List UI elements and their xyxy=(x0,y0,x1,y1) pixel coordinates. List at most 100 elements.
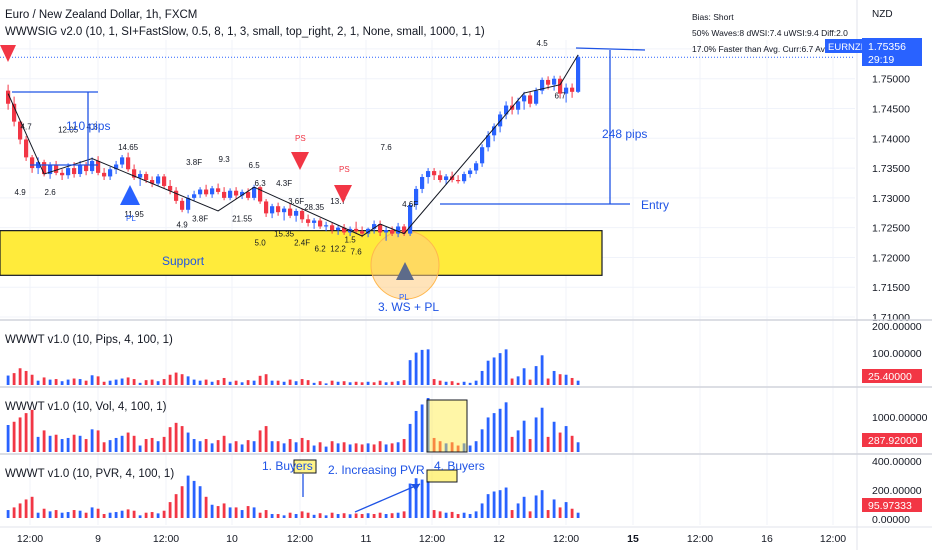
candle-body xyxy=(282,208,287,213)
pane-pvr-bar xyxy=(342,513,346,518)
candle-body xyxy=(432,171,437,176)
price-axis-label: 1.73500 xyxy=(872,163,910,175)
annot-110-pips: 110 pips xyxy=(66,119,110,133)
pane-pvr-bar xyxy=(108,512,112,518)
pane-pips-bar xyxy=(54,379,58,385)
pane-pvr-bar xyxy=(336,514,340,518)
pane-pips-bar xyxy=(198,380,202,385)
pane-pvr-bar xyxy=(228,507,232,518)
pane-pips-bar xyxy=(90,375,94,385)
pane-vol-bar xyxy=(486,417,490,452)
pane-vol-bar xyxy=(144,439,148,452)
pane-pvr-last-tag xyxy=(862,498,922,512)
pane-vol-bar xyxy=(528,439,532,452)
pane-vol-bar xyxy=(264,426,268,452)
candle-body xyxy=(168,185,173,191)
pane-pips-bar xyxy=(60,381,64,385)
pane-pvr-bar xyxy=(366,513,370,518)
pane-pvr-bar xyxy=(432,510,436,518)
pane-vol-bar xyxy=(504,402,508,452)
pane-vol-bar xyxy=(540,407,544,452)
pane-pvr-bar xyxy=(48,511,52,518)
candle-body xyxy=(558,78,563,94)
pane-pvr-bar xyxy=(486,494,490,518)
pane-pvr-bar xyxy=(390,513,394,518)
pane-pips-bar xyxy=(258,375,262,385)
pane-pvr-bar xyxy=(240,510,244,518)
wave-label: 6.2 xyxy=(315,244,327,253)
candle-body xyxy=(54,165,59,173)
pane-vol-bar xyxy=(150,437,154,452)
candle-body xyxy=(102,172,107,177)
pane-pips-bar xyxy=(24,370,28,385)
wave-label: 4.6F xyxy=(402,200,418,209)
candle-body xyxy=(240,191,245,196)
pane-pvr-bar xyxy=(522,496,526,518)
time-axis-label: 12:00 xyxy=(17,533,43,545)
pane-vol-bar xyxy=(42,430,46,452)
buyers-1-box xyxy=(293,459,317,474)
pane-vol-bar xyxy=(132,435,136,452)
pane-vol-bar xyxy=(348,444,352,452)
candle-body xyxy=(204,189,209,195)
annot-ws-pl: 3. WS + PL xyxy=(378,300,439,314)
pane-pips-bar xyxy=(570,377,574,385)
candle-body xyxy=(48,165,53,175)
candle-body xyxy=(474,163,479,171)
wave-label: 12.05 xyxy=(58,125,79,134)
pane-vol-bar xyxy=(366,443,370,452)
candle-body xyxy=(378,224,383,233)
candle-body xyxy=(288,208,293,216)
pane-pips-bar xyxy=(426,349,430,385)
pane-vol-bar xyxy=(444,443,448,452)
pane-pvr-bar xyxy=(384,514,388,518)
pane-pips-bar xyxy=(210,381,214,385)
candle-body xyxy=(30,157,35,169)
pane-vol-bar xyxy=(6,425,10,452)
wave-label: 6.7 xyxy=(555,91,567,100)
pane-pips-bar xyxy=(108,380,112,385)
candle-body xyxy=(252,187,257,198)
candle-body xyxy=(90,160,95,172)
pane-vol-bar xyxy=(552,421,556,452)
pane-vol-bar xyxy=(378,441,382,452)
wave-label: 4.5 xyxy=(537,39,549,48)
pane-vol-bar xyxy=(120,435,124,452)
wave-label: 6.5 xyxy=(249,161,261,170)
candle-body xyxy=(72,168,77,175)
wave-label: 4.7 xyxy=(21,122,33,131)
pane-vol-title: WWWT v1.0 (10, Vol, 4, 100, 1) xyxy=(5,401,167,413)
pane-pips-bar xyxy=(324,383,328,385)
pane-pips-bar xyxy=(414,352,418,385)
wave-label: 4.9 xyxy=(15,188,27,197)
pane-vol-bar xyxy=(480,429,484,452)
pane-pvr-bar xyxy=(144,512,148,518)
pane-vol-bar xyxy=(168,427,172,452)
candle-body xyxy=(414,188,419,206)
candle-body xyxy=(132,169,137,178)
pane-pvr-title: WWWT v1.0 (10, PVR, 4, 100, 1) xyxy=(5,468,174,480)
pane-pvr-bar xyxy=(18,503,22,518)
pane-vol-bar xyxy=(534,417,538,452)
candle-body xyxy=(246,191,251,198)
candle-body xyxy=(318,220,323,227)
candle-body xyxy=(42,162,47,175)
candle-body xyxy=(192,194,197,198)
pane-pips-bar xyxy=(450,381,454,385)
wave-label: 9.3 xyxy=(219,155,231,164)
pane-pips-bar xyxy=(120,378,124,385)
price-axis-label: 1.71000 xyxy=(872,312,910,324)
pane-pvr-bar xyxy=(414,478,418,518)
pane-pvr-bar xyxy=(348,514,352,518)
pane-pips-bar xyxy=(234,380,238,385)
currency-label: NZD xyxy=(872,9,893,20)
pane-vol-bar xyxy=(354,443,358,452)
pane-vol-bar xyxy=(462,443,466,452)
pane-pips-bar xyxy=(504,349,508,385)
pane-pips-bar xyxy=(318,381,322,385)
pane-pips-bar xyxy=(552,370,556,385)
pane-pips-title: WWWT v1.0 (10, Pips, 4, 100, 1) xyxy=(5,334,173,346)
pane-pips-bar xyxy=(420,349,424,385)
pane-pvr-bar xyxy=(570,508,574,518)
